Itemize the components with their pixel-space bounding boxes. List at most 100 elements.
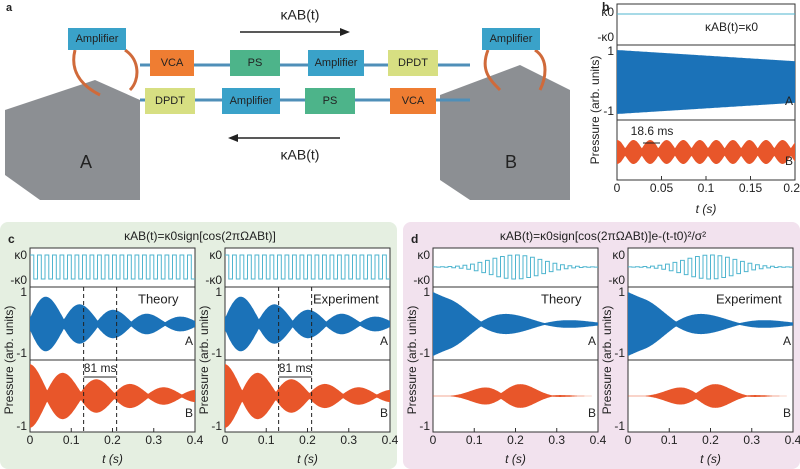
trace-label: A [380,334,388,348]
waveform [617,140,795,164]
x-tick-label: 0 [614,181,621,195]
y-tick-label: 1 [607,44,614,58]
x-tick-label: 0 [222,433,229,447]
amplifier-box [222,88,280,114]
x-tick-label: 0.05 [650,181,674,195]
box-label: Amplifier [76,33,119,45]
plot-name: Experiment [716,291,782,306]
x-tick-label: 0.2 [299,433,316,447]
x-tick-label: 0.4 [187,433,204,447]
arrowhead [340,28,350,36]
y-tick-label: -1 [16,419,27,433]
box-label: Amplifier [315,57,358,69]
box-label: PS [323,95,338,107]
waveform [628,384,793,408]
y-tick-label: -κ0 [205,273,222,287]
modulation-signal [433,254,598,280]
y-tick-label: -1 [211,419,222,433]
y-tick-label: κ0 [209,248,222,262]
y-tick-label: -κ0 [608,273,625,287]
dpdt-box [145,88,195,114]
waveform [225,364,390,428]
x-tick-label: 0 [27,433,34,447]
waveform [30,364,195,428]
waveform [617,50,795,114]
block-label: B [505,152,517,172]
plot-name: Experiment [313,291,379,306]
box-label: DPDT [155,95,185,107]
annotation-label: 81 ms [84,361,117,375]
y-axis-label: Pressure (arb. units) [2,306,16,415]
y-axis-label: Pressure (arb. units) [405,306,419,415]
y-tick-label: -1 [419,346,430,360]
panel-label: d [411,232,418,246]
amplifier-box [482,28,540,50]
y-tick-label: 1 [20,285,27,299]
trace-label: B [380,406,388,420]
waveform [433,292,598,356]
trace-label: B [588,406,596,420]
y-tick-label: κ0 [417,248,430,262]
x-tick-label: 0.1 [258,433,275,447]
vca-box [390,88,436,114]
y-tick-label: -κ0 [413,273,430,287]
y-tick-label: κ0 [612,248,625,262]
x-tick-label: 0.3 [548,433,565,447]
x-axis-label: t (s) [297,452,318,466]
x-tick-label: 0.1 [698,181,715,195]
panel-title: κAB(t)=κ0sign[cos(2πΩABt)] [124,229,276,243]
panel-label: c [8,232,15,246]
cable [483,48,547,92]
equation: κAB(t)=κ0 [705,20,758,34]
y-axis-label: Pressure (arb. units) [600,306,614,415]
cable [72,48,139,97]
y-tick-label: -1 [16,346,27,360]
modulation-signal [225,254,390,280]
x-axis-label: t (s) [696,202,717,216]
y-tick-label: -1 [211,346,222,360]
x-tick-label: 0.1 [661,433,678,447]
trace-label: A [588,334,596,348]
x-axis-label: t (s) [700,452,721,466]
annotation-label: 81 ms [279,361,312,375]
trace-label: A [785,94,793,108]
x-tick-label: 0.4 [785,433,800,447]
y-tick-label: -κ0 [10,273,27,287]
block-a [5,80,140,200]
y-tick-label: -1 [614,419,625,433]
block-b [440,65,570,200]
x-tick-label: 0.1 [63,433,80,447]
modulation-signal [30,254,195,280]
x-tick-label: 0.4 [382,433,399,447]
panel-a: a Amplifier Amplifier VCA PS Amplifier D… [5,2,570,200]
panel-label: b [602,0,609,14]
x-tick-label: 0.2 [702,433,719,447]
box-label: Amplifier [230,95,273,107]
dpdt-box [388,50,438,76]
trace-label: B [785,154,793,168]
plot-name: Theory [541,291,582,306]
waveform [225,296,390,352]
x-tick-label: 0.2 [507,433,524,447]
y-tick-label: 1 [618,285,625,299]
x-tick-label: 0.3 [340,433,357,447]
panel-title: κAB(t)=κ0sign[cos(2πΩABt)]e-(t-t0)²/σ² [500,229,706,243]
waveform [628,292,793,356]
arrow-label: κAB(t) [281,147,320,163]
box-label: PS [248,57,263,69]
box-label: Amplifier [490,33,533,45]
waveform [30,296,195,352]
y-tick-label: 1 [215,285,222,299]
amplifier-box [308,50,364,76]
plot-name: Theory [138,291,179,306]
annotation-label: 18.6 ms [631,124,674,138]
y-tick-label: -κ0 [597,30,614,44]
arrow-label: κAB(t) [281,7,320,23]
y-tick-label: 1 [423,285,430,299]
x-tick-label: 0.2 [104,433,121,447]
waveform [433,384,598,408]
x-tick-label: 0.3 [743,433,760,447]
amplifier-box [68,28,126,50]
x-tick-label: 0.15 [739,181,763,195]
